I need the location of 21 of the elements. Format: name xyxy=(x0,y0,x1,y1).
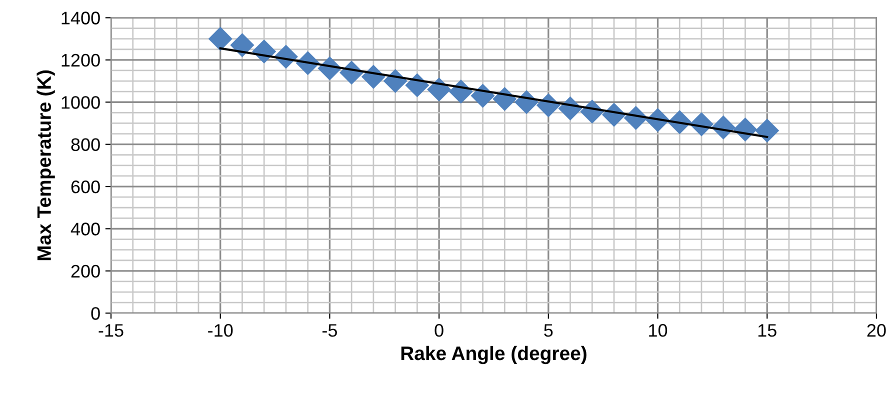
y-tick-label: 1400 xyxy=(62,12,100,24)
x-tick-label: 10 xyxy=(649,324,668,337)
x-tick-label: 0 xyxy=(434,324,444,337)
y-tick-label: 1000 xyxy=(62,96,100,109)
y-tick-label: 800 xyxy=(71,138,100,152)
x-tick-label: 5 xyxy=(544,324,553,337)
point xyxy=(755,118,780,143)
point xyxy=(208,26,232,51)
x-tick-label: 20 xyxy=(867,324,886,337)
x-axis-title: Rake Angle (degree) xyxy=(401,346,586,364)
point xyxy=(230,33,254,58)
x-tick-label: -15 xyxy=(98,324,124,337)
x-tick-label: 15 xyxy=(758,324,776,337)
y-tick-label: 0 xyxy=(91,307,100,320)
y-tick-label: 400 xyxy=(70,222,100,236)
y-tick-label: 200 xyxy=(71,264,100,278)
x-tick-label: -5 xyxy=(322,324,337,337)
y-tick-label: 600 xyxy=(71,180,100,194)
y-axis-title: Max Temperature (K) xyxy=(36,70,55,260)
x-tick-label: -10 xyxy=(208,324,233,337)
y-tick-label: 1200 xyxy=(62,54,100,67)
